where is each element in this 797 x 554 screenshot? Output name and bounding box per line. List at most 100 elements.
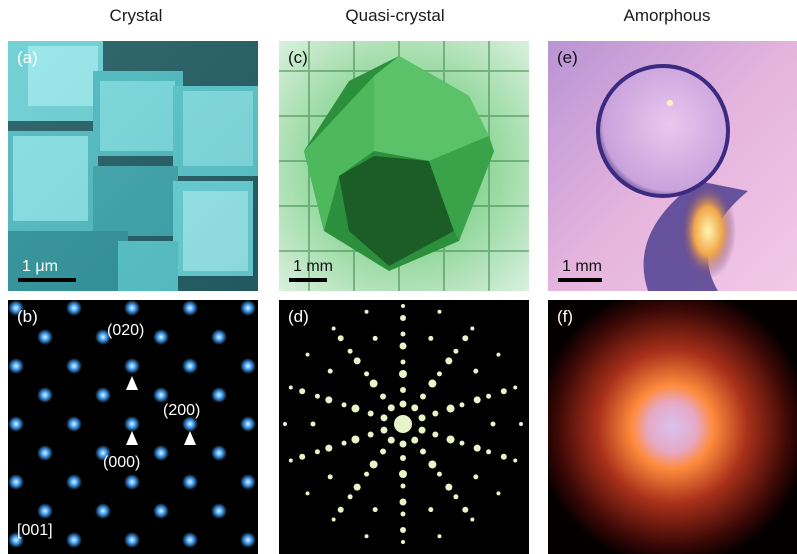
quasicrystal-spot [305, 352, 310, 357]
diffraction-spot [240, 532, 256, 548]
diffraction-spot [240, 474, 256, 490]
diffraction-spot [37, 445, 53, 461]
quasicrystal-spot [325, 396, 333, 404]
quasicrystal-spot [473, 474, 479, 480]
quasicrystal-spot [314, 449, 320, 455]
panel-f-amorphous-diffraction: (f) [548, 300, 797, 554]
quasicrystal-spot [411, 436, 419, 444]
scale-bar-c-label: 1 mm [293, 258, 333, 275]
quasicrystal-spot [470, 326, 475, 331]
quasicrystal-spot [364, 534, 369, 539]
quasicrystal-spot [428, 507, 434, 513]
diffraction-spot [124, 474, 140, 490]
quasicrystal-spot [387, 436, 395, 444]
diffraction-spot [182, 474, 198, 490]
quasicrystal-spot [400, 511, 406, 517]
quasicrystal-spot [399, 440, 407, 448]
diffraction-spot [66, 416, 82, 432]
panel-a-label: (a) [17, 48, 38, 67]
quasicrystal-spot [459, 440, 465, 446]
quasicrystal-spot [299, 388, 306, 395]
quasicrystal-spot [445, 357, 453, 365]
panel-c-label: (c) [288, 48, 308, 67]
diffraction-spot [124, 300, 140, 316]
quasicrystal-spot [347, 494, 353, 500]
quasicrystal-spot [380, 393, 387, 400]
panel-e-amorphous-photo: (e) 1 mm [548, 41, 797, 291]
quasicrystal-spot [473, 368, 479, 374]
diffraction-spot [95, 445, 111, 461]
quasicrystal-spot [299, 453, 306, 460]
diffraction-spot [8, 474, 24, 490]
quasicrystal-spot [372, 507, 378, 513]
quasicrystal-spot [428, 460, 437, 469]
quasicrystal-spot [283, 422, 287, 426]
diffraction-spot [240, 300, 256, 316]
diffraction-spot [182, 358, 198, 374]
quasicrystal-spot [419, 448, 426, 455]
diffraction-spot [66, 300, 82, 316]
quasicrystal-spot [490, 421, 496, 427]
quasicrystal-spot [486, 393, 492, 399]
diffraction-spot [37, 503, 53, 519]
diffraction-spot [182, 532, 198, 548]
scale-bar-e-label: 1 mm [562, 258, 602, 275]
quasicrystal-spot [418, 414, 426, 422]
annotation-zone-axis: [001] [17, 522, 53, 539]
panel-b-crystal-diffraction: (b) (020) (200) (000) [001] [8, 300, 258, 554]
panel-a-crystal-sem: (a) 1 μm [8, 41, 258, 291]
quasicrystal-spot [473, 396, 481, 404]
diffraction-spot [182, 300, 198, 316]
diffraction-spot [124, 532, 140, 548]
panel-d-label: (d) [288, 307, 309, 326]
quasicrystal-spot [331, 517, 336, 522]
diffraction-spot [37, 329, 53, 345]
quasicrystal-spot [364, 371, 370, 377]
quasicrystal-spot [351, 435, 360, 444]
quasicrystal-diffraction-pattern [283, 304, 523, 544]
quasicrystal-spot [470, 517, 475, 522]
diffraction-spot [124, 416, 140, 432]
quasicrystal-spot [496, 491, 501, 496]
quasicrystal-spot [380, 448, 387, 455]
diffraction-spot [8, 416, 24, 432]
quasicrystal-spot [400, 483, 406, 489]
quasicrystal-spot [341, 402, 347, 408]
diffraction-spot [211, 503, 227, 519]
diffraction-spot [66, 532, 82, 548]
diffraction-spot [66, 358, 82, 374]
quasicrystal-spot [325, 444, 333, 452]
quasicrystal-spot [310, 421, 316, 427]
quasicrystal-spot [337, 506, 344, 513]
quasicrystal-spot [437, 309, 442, 314]
diffraction-spot [211, 445, 227, 461]
diffraction-spot [8, 532, 24, 548]
quasicrystal-spot [453, 348, 459, 354]
column-title-crystal: Crystal [109, 6, 163, 25]
quasicrystal-spot [369, 379, 378, 388]
quasicrystal-spot [305, 491, 310, 496]
diffraction-spot [95, 503, 111, 519]
quasicrystal-spot [401, 540, 405, 544]
diffraction-spot [211, 387, 227, 403]
quasicrystal-spot [462, 506, 469, 513]
quasicrystal-spot [399, 470, 407, 478]
quasicrystal-spot [288, 458, 293, 463]
quasicrystal-spot [473, 444, 481, 452]
quasicrystal-spot [446, 404, 455, 413]
quasicrystal-spot [419, 393, 426, 400]
quasicrystal-spot [399, 342, 407, 350]
quasicrystal-spot [453, 494, 459, 500]
quasicrystal-spot [399, 498, 407, 506]
quasicrystal-spot [432, 410, 439, 417]
diffraction-spot [8, 300, 24, 316]
diffraction-spot [153, 503, 169, 519]
quasicrystal-spot [394, 415, 412, 433]
quasicrystal-spot [432, 431, 439, 438]
quasicrystal-spot [459, 402, 465, 408]
arrow-marker-000 [126, 431, 138, 445]
column-title-quasi-crystal: Quasi-crystal [345, 6, 445, 25]
panel-e-label: (e) [557, 48, 578, 67]
quasicrystal-spot [314, 393, 320, 399]
quasicrystal-spot [341, 440, 347, 446]
